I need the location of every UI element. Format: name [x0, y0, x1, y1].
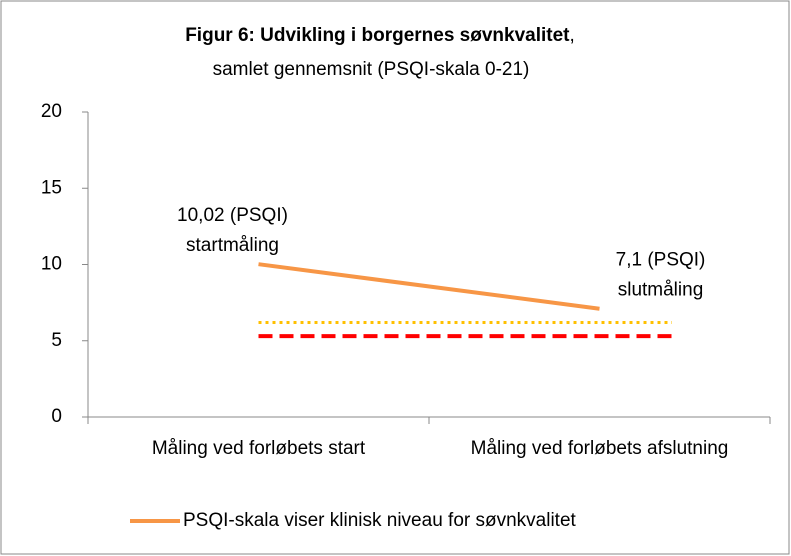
- data-label: 7,1 (PSQI): [616, 250, 706, 271]
- chart-title: Figur 6: Udvikling i borgernes søvnkvali…: [185, 25, 575, 46]
- title-bold: Figur 6: Udvikling i borgernes søvnkvali…: [185, 25, 570, 46]
- series-line: [258, 262, 600, 311]
- y-tick-label: 5: [51, 330, 62, 351]
- legend-label: PSQI-skala viser klinisk niveau for søvn…: [183, 510, 577, 531]
- y-tick-label: 0: [51, 406, 62, 427]
- x-tick-label: Måling ved forløbets afslutning: [471, 438, 729, 459]
- y-tick-label: 15: [41, 177, 62, 198]
- chart-subtitle: samlet gennemsnit (PSQI-skala 0-21): [213, 59, 530, 80]
- data-label: 10,02 (PSQI): [177, 205, 288, 226]
- annotation: startmåling: [186, 235, 279, 256]
- annotation: slutmåling: [618, 280, 704, 301]
- x-tick-label: Måling ved forløbets start: [152, 438, 366, 459]
- title-comma: ,: [570, 25, 575, 46]
- y-tick-label: 10: [41, 254, 62, 275]
- y-tick-label: 20: [41, 101, 62, 122]
